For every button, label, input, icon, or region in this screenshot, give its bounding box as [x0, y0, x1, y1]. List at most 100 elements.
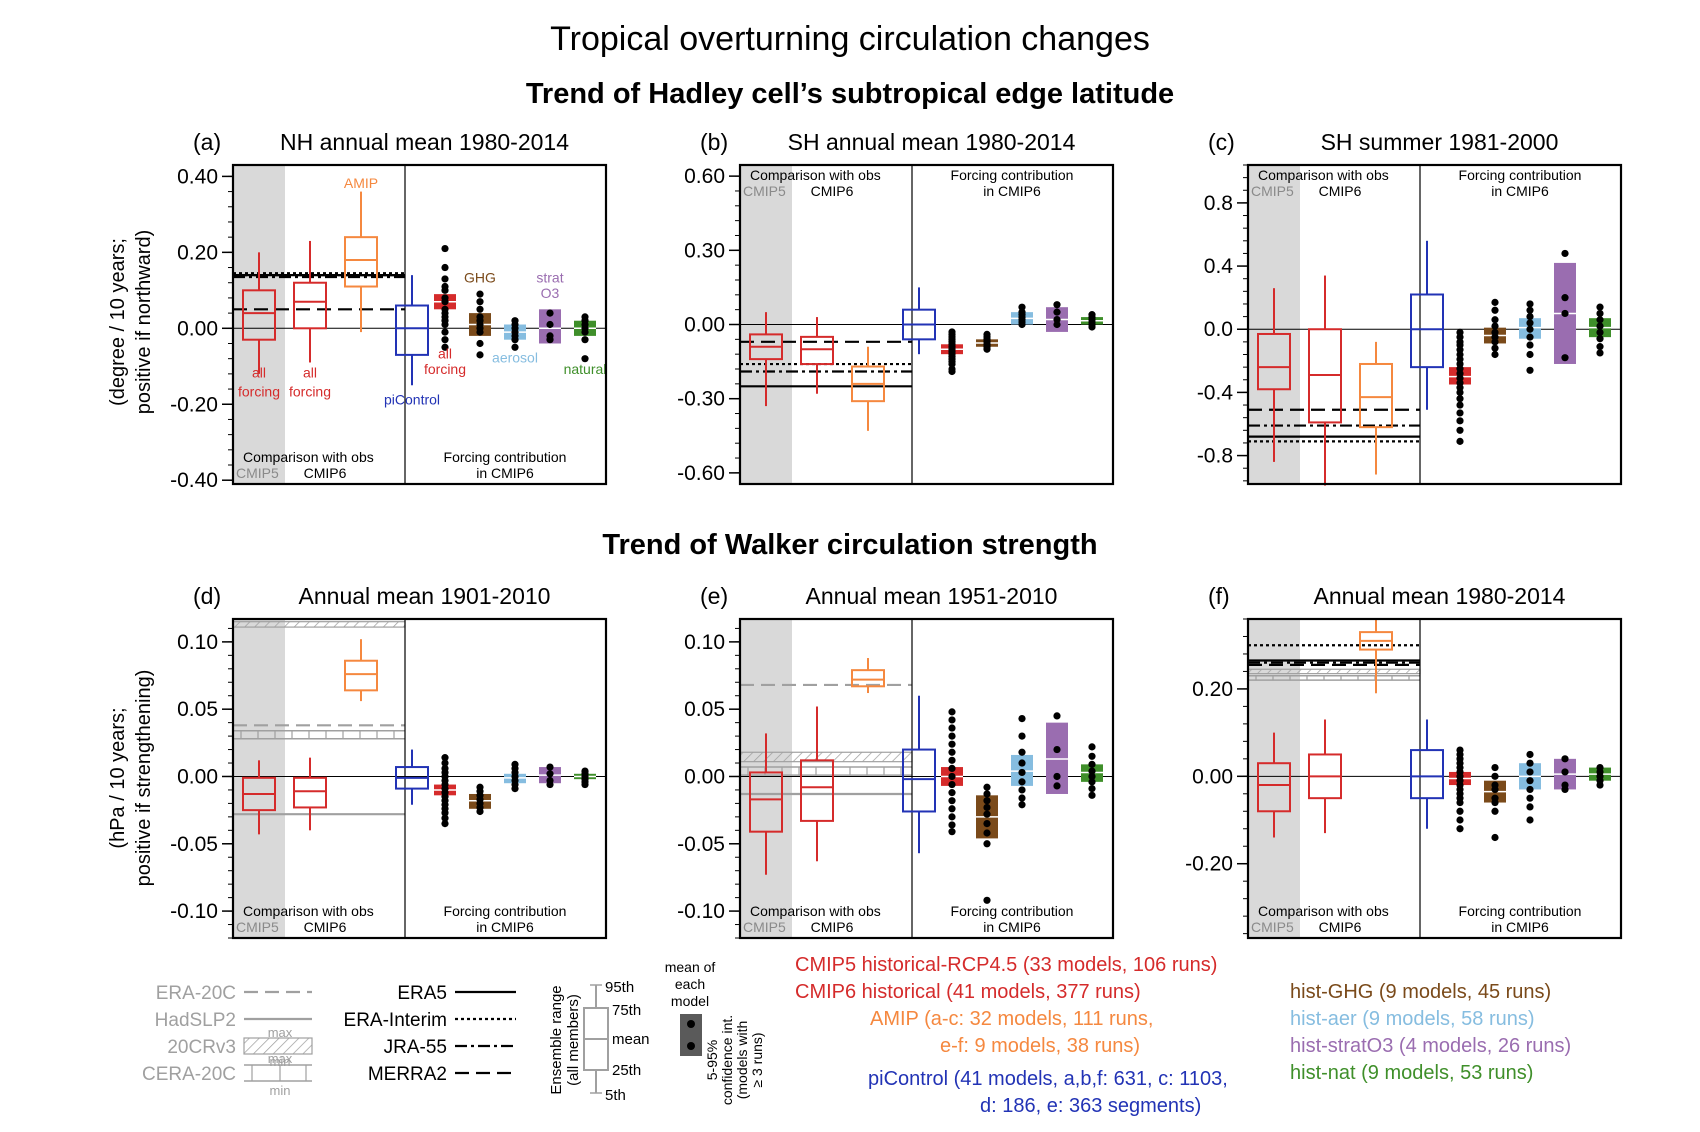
box-cmip5-historical-rcp4-5: [1257, 288, 1291, 462]
model-mean-dot: [1526, 750, 1534, 759]
forcing-label-1: Forcing contribution: [951, 903, 1074, 919]
tick-label: -0.60: [677, 462, 725, 485]
model-mean-dot: [1491, 763, 1499, 772]
model-mean-dot: [546, 770, 554, 778]
legend-experiment: piControl (41 models, a,b,f: 631, c: 110…: [868, 1068, 1228, 1090]
forcing-hist-aer: [1519, 750, 1541, 824]
model-mean-dot: [948, 797, 956, 805]
annotation: GHG: [464, 270, 496, 286]
model-mean-dot: [1491, 322, 1499, 330]
model-mean-dot: [441, 754, 449, 762]
model-mean-dot: [1018, 759, 1026, 767]
cmip5-label: CMIP5: [743, 919, 786, 935]
model-mean-dot: [1088, 784, 1096, 793]
model-mean-dot: [1088, 743, 1096, 751]
panels: allforcingallforcingAMIPpiControlallforc…: [170, 129, 1623, 940]
model-mean-dot: [511, 784, 519, 793]
comparison-label: Comparison with obs: [750, 903, 881, 919]
panel-letter: (a): [193, 129, 221, 155]
tick-label: -0.05: [170, 833, 218, 856]
panel-title: SH annual mean 1980-2014: [788, 129, 1076, 155]
tick-label: 0.00: [684, 765, 725, 788]
box-cmip5-historical-rcp4-5: [749, 312, 783, 407]
legend-experiment: CMIP5 historical-RCP4.5 (33 models, 106 …: [795, 954, 1217, 976]
model-mean-dot: [1018, 320, 1026, 329]
panel-letter: (e): [700, 583, 728, 609]
model-mean-dot: [1526, 306, 1534, 314]
model-mean-dot: [1053, 712, 1061, 720]
model-mean-dot: [948, 740, 956, 748]
model-mean-dot: [476, 807, 484, 816]
model-mean-dot: [1526, 759, 1534, 767]
model-mean-dot: [476, 298, 484, 306]
model-mean-dot: [441, 809, 449, 817]
tick-label: 0.00: [177, 317, 218, 340]
figure-title: Tropical overturning circulation changes: [550, 20, 1150, 58]
tick-label: 0.00: [1192, 765, 1233, 788]
comparison-label: Comparison with obs: [243, 449, 374, 465]
model-mean-dot: [948, 708, 956, 716]
annotation: piControl: [384, 391, 440, 407]
model-mean-dot: [948, 805, 956, 813]
panel-letter: (b): [700, 129, 728, 155]
model-mean-dot: [1456, 437, 1464, 445]
forcing-hist-all: [434, 754, 456, 828]
legend-ci-caption: 5-95% confidence int. (models with ≥ 3 runs…: [704, 1015, 765, 1105]
model-mean-dot: [546, 336, 554, 344]
legend-max-label: max: [268, 1025, 293, 1040]
box-amip: [851, 346, 885, 431]
model-mean-dot: [1088, 767, 1096, 775]
model-mean-dot: [1491, 338, 1499, 346]
box-picontrol: [1410, 719, 1444, 829]
annotation: strat: [536, 270, 563, 286]
box-amip: [1359, 619, 1393, 694]
annotation: natural: [564, 361, 607, 377]
model-mean-dot: [476, 305, 484, 313]
model-mean-dot: [1596, 328, 1604, 336]
box-amip: [1359, 341, 1393, 475]
model-mean-dot: [546, 780, 554, 789]
tick-label: 0.60: [684, 165, 725, 188]
model-mean-dot: [1456, 417, 1464, 425]
legend-experiment: CMIP6 historical (41 models, 377 runs): [795, 981, 1141, 1003]
model-mean-dot: [1456, 426, 1464, 434]
model-mean-dot: [1491, 772, 1499, 780]
forcing-hist-strato3: [1046, 301, 1068, 332]
model-mean-dot: [1596, 781, 1604, 789]
forcing-hist-strato3: [1554, 249, 1576, 364]
model-mean-dot: [1018, 794, 1026, 802]
annotation: AMIP: [344, 175, 378, 191]
model-mean-dot: [1053, 772, 1061, 781]
forcing-label-1: Forcing contribution: [951, 167, 1074, 183]
legend-experiment: d: 186, e: 363 segments): [980, 1095, 1201, 1117]
panel-title: Annual mean 1980-2014: [1314, 583, 1566, 609]
plot-frame: [1246, 163, 1623, 486]
model-mean-dot: [948, 772, 956, 781]
section-title-hadley: Trend of Hadley cell’s subtropical edge …: [526, 78, 1174, 110]
ylabel-bottom-line1: (hPa / 10 years;: [107, 707, 129, 848]
tick-label: 0.00: [177, 765, 218, 788]
model-mean-dot: [476, 351, 484, 359]
tick-label: 0.10: [177, 631, 218, 654]
model-mean-dot: [1561, 785, 1569, 794]
model-mean-dot: [1491, 316, 1499, 324]
box-amip: [344, 191, 378, 333]
model-mean-dot: [1088, 760, 1096, 768]
panel-letter: (c): [1208, 129, 1235, 155]
model-mean-dot: [983, 829, 991, 837]
forcing-hist-aer: [1011, 303, 1033, 329]
box-picontrol: [395, 749, 429, 805]
forcing-label-2: in CMIP6: [1491, 183, 1549, 199]
cmip6-label: CMIP6: [304, 465, 347, 481]
box-picontrol: [1410, 240, 1444, 410]
model-mean-dot: [1456, 816, 1464, 824]
cmip5-label: CMIP5: [1251, 183, 1294, 199]
model-mean-dot: [441, 759, 449, 767]
model-mean-dot: [983, 790, 991, 798]
model-mean-dot: [1526, 350, 1534, 359]
forcing-label-1: Forcing contribution: [444, 903, 567, 919]
legend-experiment: AMIP (a-c: 32 models, 111 runs,: [870, 1008, 1153, 1030]
forcing-hist-nat: [574, 767, 596, 789]
model-mean-dot: [948, 360, 956, 368]
